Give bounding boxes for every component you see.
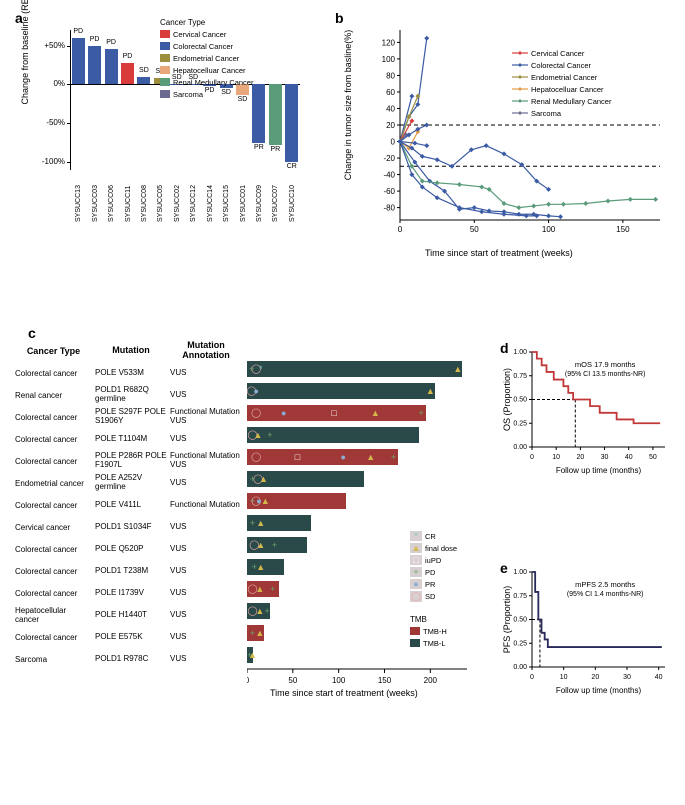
svg-text:10: 10	[560, 674, 568, 681]
svg-text:0.25: 0.25	[513, 420, 527, 427]
svg-text:-80: -80	[383, 204, 395, 213]
svg-text:40: 40	[625, 454, 633, 461]
svg-text:20: 20	[576, 454, 584, 461]
svg-text:150: 150	[378, 676, 392, 685]
panel-d-label: d	[500, 340, 509, 356]
svg-text:0.00: 0.00	[513, 444, 527, 451]
svg-text:30: 30	[601, 454, 609, 461]
svg-text:0: 0	[247, 676, 250, 685]
svg-text:mOS 17.9 months: mOS 17.9 months	[575, 360, 636, 369]
pa-bar	[285, 84, 298, 162]
panel-b-legend: Cervical CancerColorectal CancerEndometr…	[510, 45, 613, 121]
pa-bar	[72, 38, 85, 85]
svg-text:20: 20	[386, 121, 395, 130]
svg-text:Follow up time (months): Follow up time (months)	[556, 466, 642, 475]
svg-text:0.25: 0.25	[513, 640, 527, 647]
pa-bar	[137, 77, 150, 85]
panel-c-swimmer: c Cancer TypeMutationMutation Annotation…	[10, 330, 490, 700]
svg-text:0: 0	[391, 138, 396, 147]
svg-text:0.00: 0.00	[513, 664, 527, 671]
panel-c-label: c	[28, 325, 36, 341]
panel-a-legend: Cancer TypeCervical CancerColorectal Can…	[160, 18, 253, 100]
svg-text:-20: -20	[383, 154, 395, 163]
panel-d-os: d 0 10 20 30 40 50 0.00 0.25 0.50 0.75 1.00 OS (Pro…	[500, 340, 670, 480]
svg-text:mPFS 2.5 months: mPFS 2.5 months	[575, 580, 635, 589]
svg-text:(95% CI 1.4 months-NR): (95% CI 1.4 months-NR)	[567, 591, 644, 598]
panel-b-y-title: Change in tumor size from basline(%)	[343, 5, 353, 205]
svg-text:(95% CI 13.5 months-NR): (95% CI 13.5 months-NR)	[565, 371, 646, 378]
svg-text:Follow up time (months): Follow up time (months)	[556, 686, 642, 695]
panel-a-y-title: Change from baseline (RECIST v1.1)	[20, 0, 30, 105]
svg-text:10: 10	[552, 454, 560, 461]
svg-text:PFS (Proportion): PFS (Proportion)	[502, 586, 512, 654]
pa-bar	[252, 84, 265, 142]
svg-text:0: 0	[530, 674, 534, 681]
svg-text:200: 200	[424, 676, 438, 685]
svg-text:0.50: 0.50	[513, 617, 527, 624]
panel-d-svg: 0 10 20 30 40 50 0.00 0.25 0.50 0.75 1.00 OS (Propo…	[500, 340, 670, 475]
svg-text:0.75: 0.75	[513, 373, 527, 380]
svg-text:1.00: 1.00	[513, 349, 527, 356]
panel-a-waterfall: a Change from baseline (RECIST v1.1) -10…	[15, 10, 325, 240]
panel-b-x-title: Time since start of treatment (weeks)	[425, 248, 573, 258]
panel-e-label: e	[500, 560, 508, 576]
svg-text:40: 40	[386, 104, 395, 113]
svg-text:0: 0	[398, 225, 403, 234]
svg-text:100: 100	[542, 225, 556, 234]
svg-text:80: 80	[386, 71, 395, 80]
panel-c-table: Cancer TypeMutationMutation AnnotationCo…	[15, 340, 245, 670]
panel-b-spider: b Change in tumor size from basline(%) 0…	[335, 10, 675, 280]
svg-text:1.00: 1.00	[513, 569, 527, 576]
panel-c-tmb-legend: TMBTMB-HTMB-L	[410, 615, 447, 649]
svg-text:0.50: 0.50	[513, 397, 527, 404]
svg-text:-40: -40	[383, 171, 395, 180]
svg-text:100: 100	[382, 55, 396, 64]
svg-text:-60: -60	[383, 187, 395, 196]
panel-e-pfs: e 0 10 20 30 40 0.00 0.25 0.50 0.75 1.00 PFS (Prop…	[500, 560, 670, 700]
svg-text:OS (Proportion): OS (Proportion)	[502, 368, 512, 431]
pa-bar	[269, 84, 282, 145]
panel-e-svg: 0 10 20 30 40 0.00 0.25 0.50 0.75 1.00 PFS (Propor…	[500, 560, 670, 695]
svg-text:120: 120	[382, 38, 396, 47]
svg-text:0: 0	[530, 454, 534, 461]
svg-text:50: 50	[288, 676, 297, 685]
pa-bar	[105, 49, 118, 85]
pa-bar	[121, 63, 134, 84]
panel-c-x-title: Time since start of treatment (weeks)	[270, 688, 418, 698]
panel-c-marker-legend: *CR▲final dose□iuPD+PD●PR◯SD	[410, 530, 457, 602]
svg-text:50: 50	[470, 225, 479, 234]
svg-text:100: 100	[332, 676, 346, 685]
svg-text:40: 40	[655, 674, 663, 681]
svg-text:60: 60	[386, 88, 395, 97]
svg-text:0.75: 0.75	[513, 593, 527, 600]
svg-text:50: 50	[649, 454, 657, 461]
pa-bar	[88, 46, 101, 85]
svg-text:20: 20	[591, 674, 599, 681]
svg-text:30: 30	[623, 674, 631, 681]
svg-text:150: 150	[616, 225, 630, 234]
